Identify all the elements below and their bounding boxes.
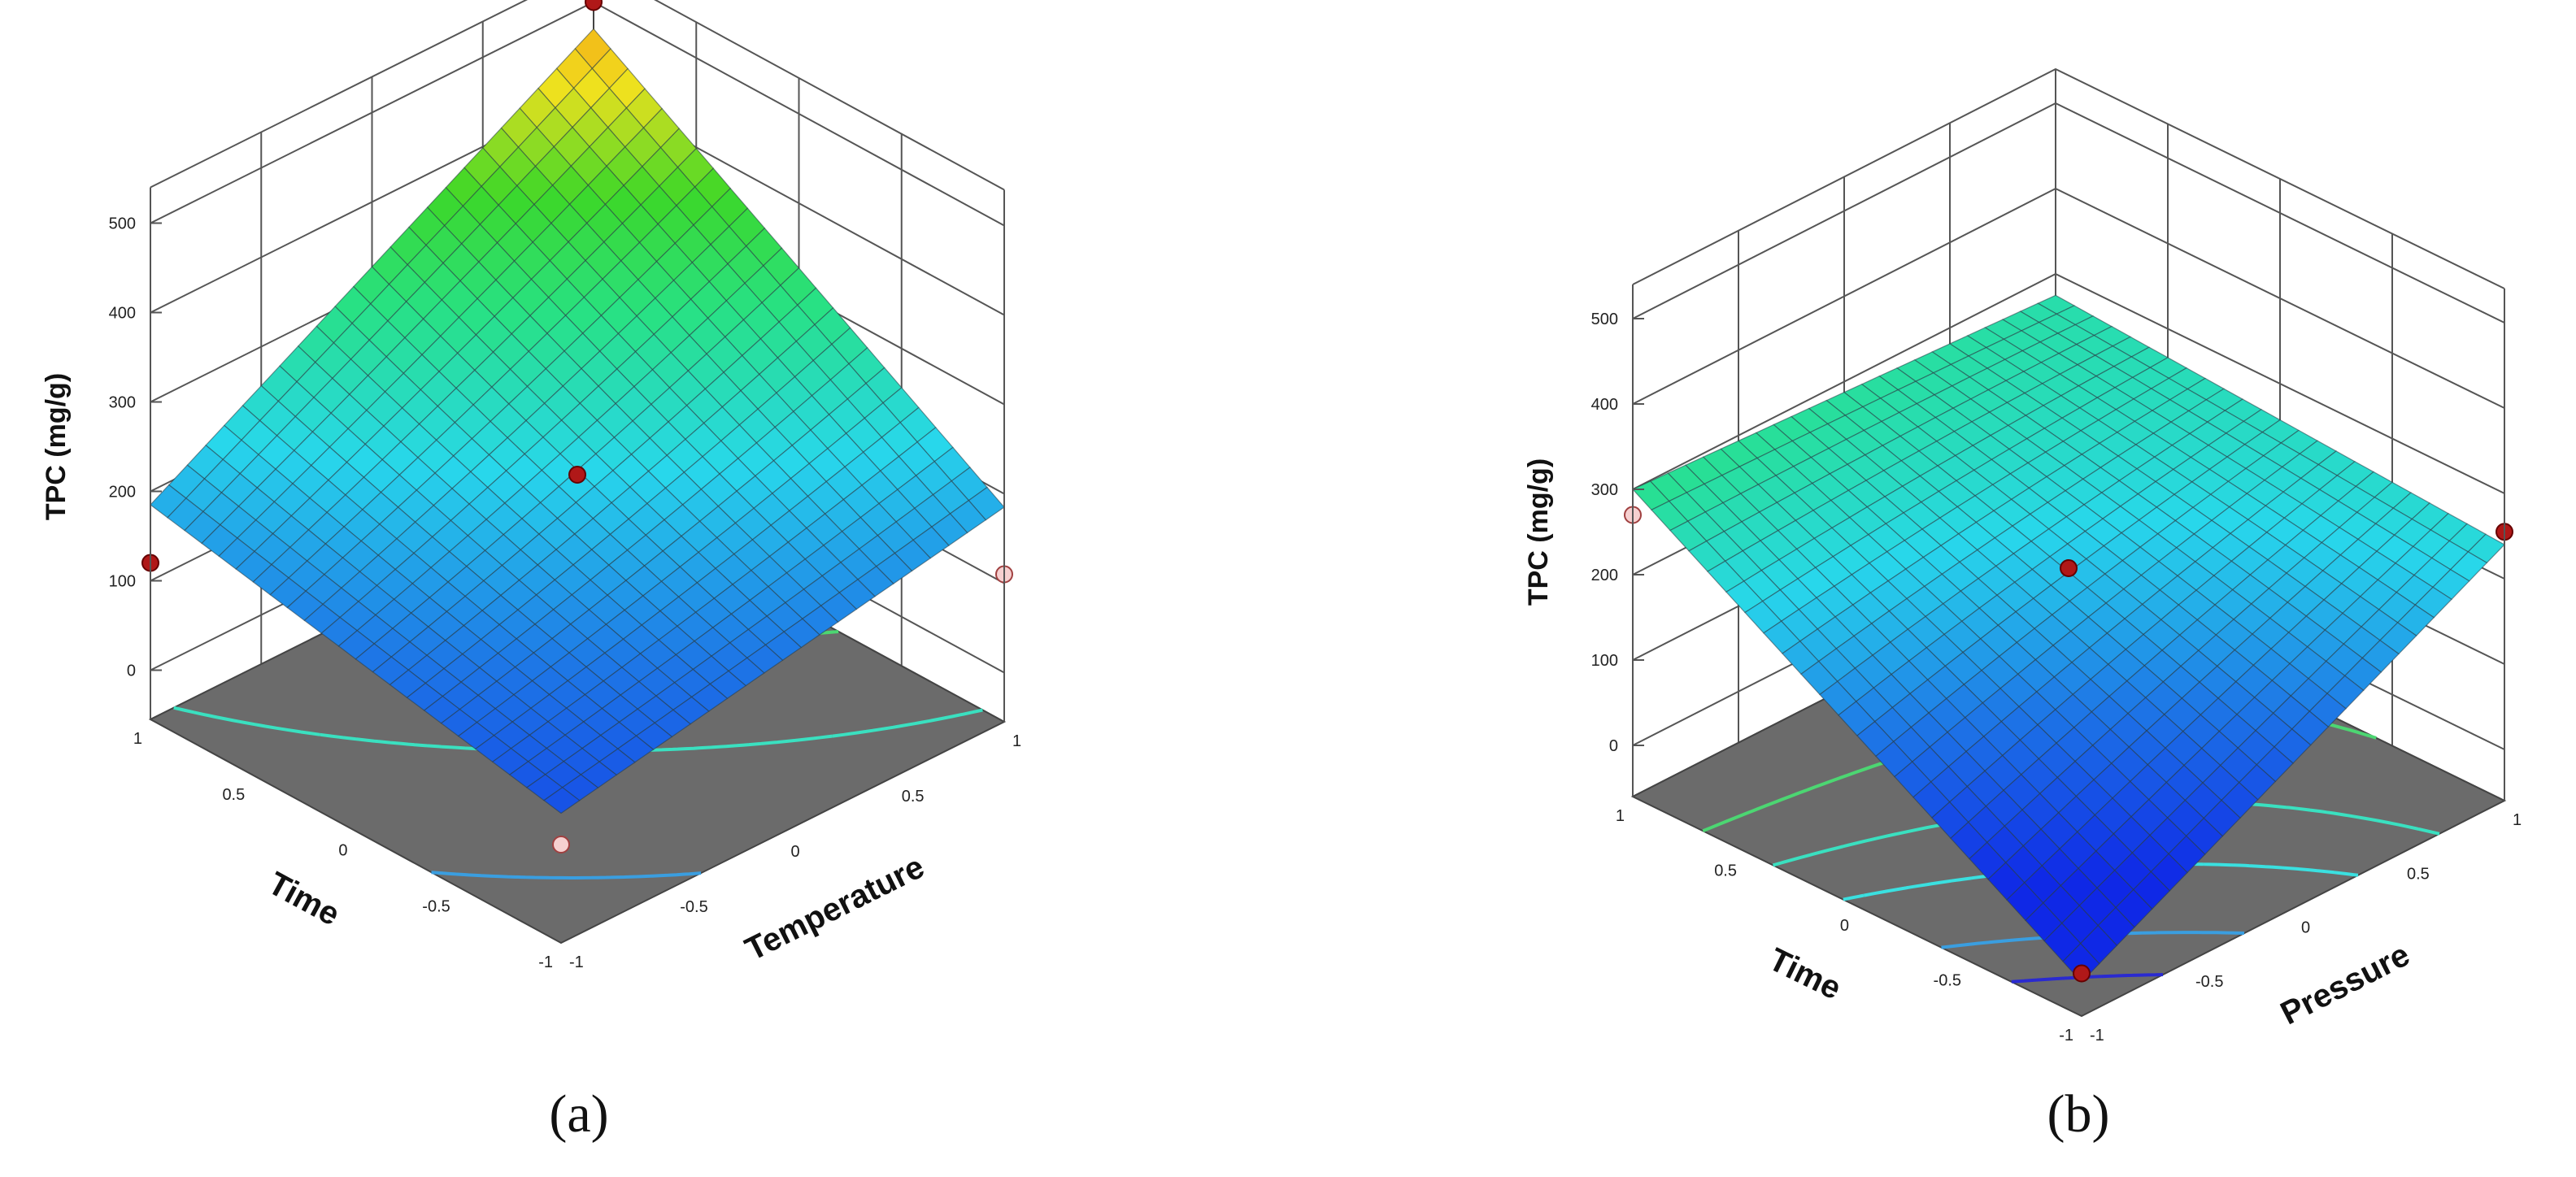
x-tick-label: 1	[1012, 732, 1021, 750]
contour-line	[431, 871, 702, 879]
y-ticks: -1 -0.5 0 0.5 1	[1616, 807, 2073, 1045]
x-tick-label: 0	[2301, 919, 2310, 937]
z-axis-label: TPC (mg/g)	[1523, 458, 1554, 606]
z-tick-label: 200	[109, 484, 136, 502]
wall-gridline	[1632, 102, 2505, 324]
x-tick-label: 0.5	[902, 788, 925, 806]
y-tick-label: 0	[1840, 917, 1849, 935]
design-points-below	[552, 565, 1013, 853]
panel-caption: (a)	[549, 1084, 608, 1144]
design-point	[568, 466, 586, 484]
design-point	[585, 0, 603, 11]
z-tick-label: 100	[1591, 652, 1618, 670]
y-tick-label: 1	[133, 730, 142, 748]
x-ticks: -1 -0.5 0 0.5 1	[2090, 811, 2522, 1045]
z-tick-label: 300	[1591, 481, 1618, 499]
z-tick-label: 400	[109, 305, 136, 323]
z-ticks: 0 100 200 300 400 500	[109, 215, 162, 680]
response-surface	[150, 28, 1005, 814]
wall-top-edge	[150, 0, 1005, 191]
surface-cell	[542, 787, 581, 814]
y-tick-label: -1	[2059, 1027, 2073, 1045]
y-tick-label: -0.5	[422, 897, 450, 915]
y-tick-label: 0.5	[222, 786, 245, 804]
z-tick-label: 400	[1591, 396, 1618, 414]
design-point	[2060, 559, 2078, 577]
z-axis-label: TPC (mg/g)	[41, 373, 72, 520]
design-point	[552, 836, 570, 853]
z-tick-label: 0	[1609, 737, 1618, 755]
z-tick-label: 500	[1591, 311, 1618, 328]
z-tick-label: 200	[1591, 567, 1618, 584]
x-axis-label: Temperature	[740, 849, 930, 967]
z-tick-label: 300	[109, 394, 136, 412]
y-tick-label: 0	[338, 842, 347, 860]
z-tick-label: 100	[109, 573, 136, 591]
x-axis-label: Pressure	[2275, 936, 2416, 1032]
x-tick-label: -1	[2090, 1027, 2104, 1045]
design-point	[2073, 964, 2091, 983]
x-tick-label: -0.5	[680, 898, 707, 916]
x-tick-label: 0.5	[2407, 865, 2430, 883]
panel-caption: (b)	[2047, 1084, 2110, 1144]
z-ticks: 0 100 200 300 400 500	[1591, 311, 1644, 755]
response-surface	[1632, 294, 2505, 983]
wall-top-edge	[1632, 67, 2505, 289]
x-tick-label: 0	[791, 843, 800, 861]
y-tick-label: 1	[1616, 807, 1625, 825]
z-tick-label: 500	[109, 215, 136, 233]
x-tick-label: 1	[2513, 811, 2522, 829]
z-tick-label: 0	[127, 662, 136, 680]
y-axis-label: Time	[263, 866, 346, 933]
y-tick-label: -1	[538, 953, 553, 971]
x-tick-label: -0.5	[2195, 973, 2223, 991]
x-tick-label: -1	[569, 953, 584, 971]
y-axis-label: Time	[1763, 941, 1847, 1006]
y-ticks: -1 -0.5 0 0.5 1	[133, 730, 553, 971]
y-tick-label: -0.5	[1934, 972, 1961, 990]
y-tick-label: 0.5	[1714, 862, 1737, 880]
x-ticks: -1 -0.5 0 0.5 1	[569, 732, 1021, 971]
